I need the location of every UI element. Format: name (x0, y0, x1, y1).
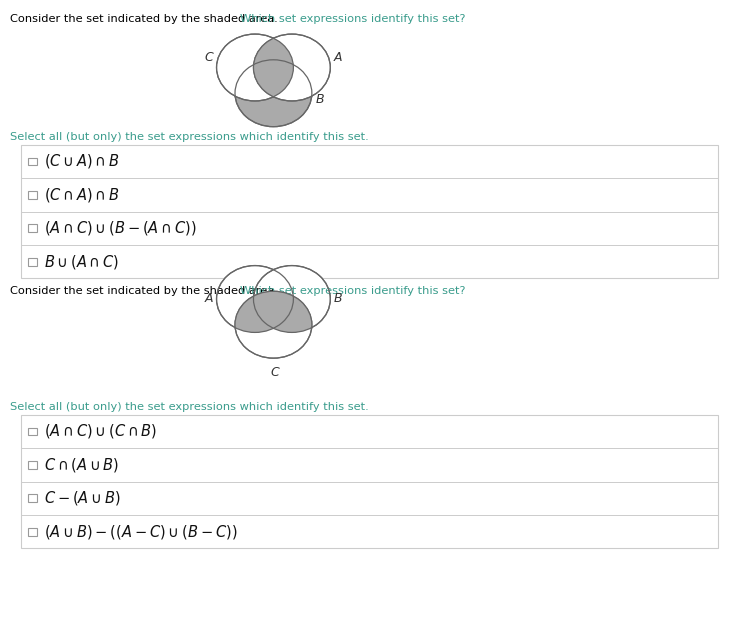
Text: $C-(A\cup B)$: $C-(A\cup B)$ (44, 489, 121, 507)
Bar (21, 145, 718, 278)
Text: $C\cap(A\cup B)$: $C\cap(A\cup B)$ (44, 456, 120, 474)
Text: C: C (204, 51, 213, 64)
Text: $(C\cap A)\cap B$: $(C\cap A)\cap B$ (44, 186, 120, 204)
Circle shape (217, 266, 293, 332)
Bar (28, 494, 37, 502)
Bar (28, 428, 37, 435)
Text: Select all (but only) the set expressions which identify this set.: Select all (but only) the set expression… (10, 132, 368, 142)
Text: $(A\cap C)\cup(C\cap B)$: $(A\cap C)\cup(C\cap B)$ (44, 422, 157, 440)
Circle shape (253, 266, 330, 332)
Bar (28, 528, 37, 536)
Circle shape (253, 34, 330, 101)
Circle shape (217, 34, 293, 101)
Text: $(C\cup A)\cap B$: $(C\cup A)\cap B$ (44, 152, 120, 170)
Text: Consider the set indicated by the shaded area.: Consider the set indicated by the shaded… (10, 286, 281, 296)
Circle shape (253, 34, 330, 101)
Text: Which set expressions identify this set?: Which set expressions identify this set? (240, 14, 466, 24)
Text: $(A\cup B)-((A-C)\cup(B-C))$: $(A\cup B)-((A-C)\cup(B-C))$ (44, 523, 238, 541)
Text: $B\cup(A\cap C)$: $B\cup(A\cap C)$ (44, 253, 120, 271)
Text: $(A\cap C)\cup(B-(A\cap C))$: $(A\cap C)\cup(B-(A\cap C))$ (44, 219, 197, 237)
Bar (28, 224, 37, 232)
Bar (21, 415, 718, 548)
Circle shape (253, 266, 330, 332)
Text: A: A (204, 293, 213, 305)
Circle shape (235, 60, 312, 127)
Bar (28, 258, 37, 266)
Text: B: B (334, 293, 343, 305)
Text: B: B (316, 93, 324, 106)
Circle shape (235, 291, 312, 358)
Bar (28, 191, 37, 199)
Text: Which set expressions identify this set?: Which set expressions identify this set? (240, 286, 466, 296)
Text: C: C (270, 366, 279, 379)
Circle shape (217, 266, 293, 332)
Bar (28, 461, 37, 469)
Text: Select all (but only) the set expressions which identify this set.: Select all (but only) the set expression… (10, 402, 368, 412)
Text: A: A (334, 51, 343, 64)
Text: Consider the set indicated by the shaded area.: Consider the set indicated by the shaded… (10, 14, 281, 24)
Bar (28, 158, 37, 165)
